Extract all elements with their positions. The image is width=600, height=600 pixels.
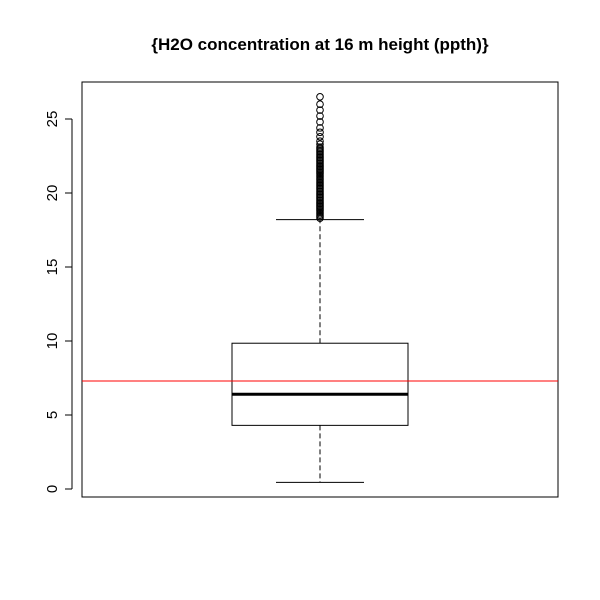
y-tick-label: 25 (44, 111, 61, 128)
outlier-point (316, 118, 324, 126)
y-axis: 0 5 10 15 20 25 (44, 111, 73, 493)
outlier-point (316, 128, 324, 137)
outlier-point (316, 93, 324, 101)
y-tick-label: 10 (44, 333, 61, 350)
box-group (231, 219, 409, 483)
outlier-point (316, 132, 324, 141)
chart-title: {H2O concentration at 16 m height (ppth)… (151, 35, 489, 54)
y-tick-label: 5 (44, 411, 61, 419)
outlier-group (316, 93, 324, 222)
y-tick-label: 15 (44, 259, 61, 276)
outlier-point (316, 106, 324, 114)
outlier-point (316, 137, 324, 145)
outlier-point (316, 143, 324, 151)
outlier-point (316, 140, 324, 148)
y-tick-label: 0 (44, 485, 61, 493)
outlier-point (316, 124, 324, 132)
plot-frame (81, 81, 559, 498)
outlier-point (316, 100, 324, 108)
y-tick-label: 20 (44, 185, 61, 202)
outlier-point (316, 112, 324, 120)
iqr-box (231, 342, 409, 426)
